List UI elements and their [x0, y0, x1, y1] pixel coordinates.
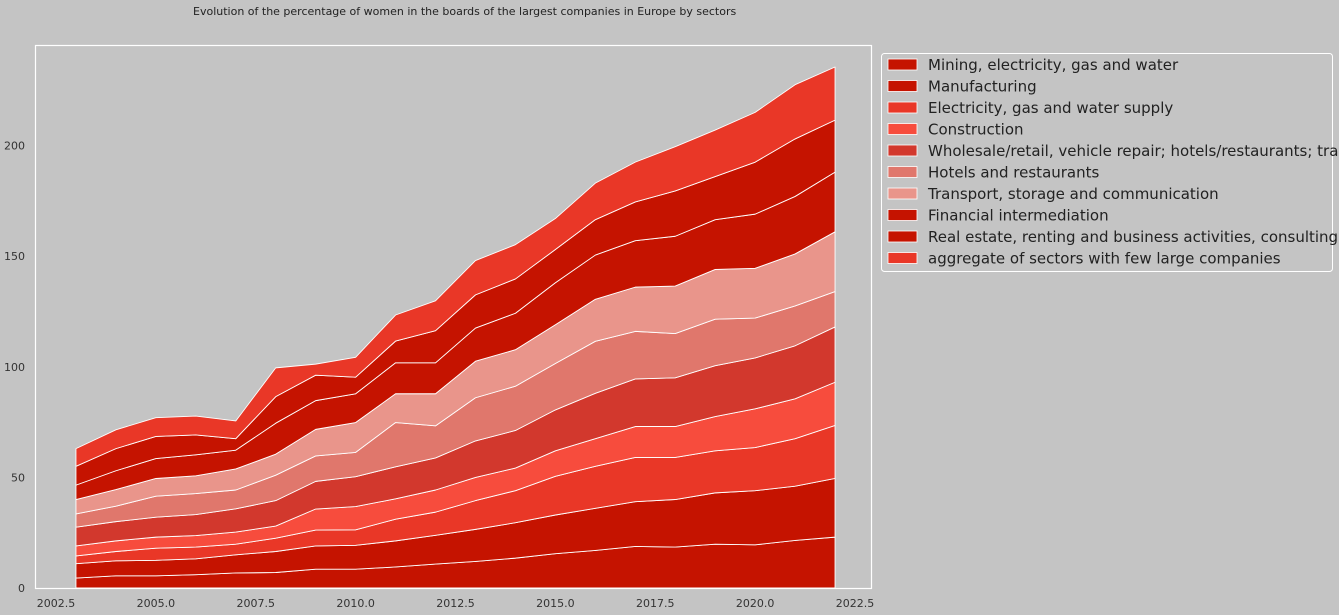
- area-series-10: [75, 66, 836, 467]
- legend-swatch: [887, 123, 918, 135]
- y-tick-label: 100: [4, 361, 25, 374]
- x-tick-label: 2002.5: [37, 597, 76, 610]
- x-tick-label: 2020.0: [736, 597, 775, 610]
- legend: Mining, electricity, gas and water Manufa…: [881, 53, 1339, 272]
- legend-swatch: [887, 80, 918, 92]
- legend-swatch: [887, 187, 918, 200]
- legend-swatch: [887, 58, 918, 71]
- x-tick-label: 2005.0: [137, 597, 176, 610]
- legend-swatch: [887, 101, 918, 114]
- x-tick-label: 2017.5: [636, 597, 675, 610]
- legend-label: aggregate of sectors with few large comp…: [928, 250, 1281, 268]
- legend-label: Transport, storage and communication: [927, 185, 1219, 203]
- y-tick-label: 0: [18, 582, 25, 595]
- x-tick-label: 2022.5: [836, 597, 875, 610]
- legend-label: Real estate, renting and business activi…: [928, 228, 1338, 246]
- legend-swatch: [887, 166, 918, 178]
- legend-box: [881, 53, 1333, 272]
- areas-layer: [75, 66, 836, 589]
- x-tick-label: 2015.0: [536, 597, 575, 610]
- legend-label: Wholesale/retail, vehicle repair; hotels…: [928, 142, 1339, 160]
- legend-swatch: [887, 230, 918, 243]
- legend-label: Mining, electricity, gas and water: [928, 56, 1179, 74]
- legend-swatch: [887, 252, 918, 264]
- y-tick-label: 200: [4, 140, 25, 153]
- x-tick-label: 2010.0: [336, 597, 375, 610]
- y-tick-label: 150: [4, 250, 25, 263]
- legend-label: Construction: [928, 121, 1024, 139]
- y-tick-label: 50: [11, 471, 25, 484]
- legend-swatch: [887, 144, 918, 157]
- legend-label: Manufacturing: [928, 78, 1037, 96]
- y-axis-ticks: 0 50 100 150 200: [4, 140, 25, 595]
- legend-label: Financial intermediation: [928, 207, 1109, 225]
- chart-title: Evolution of the percentage of women in …: [193, 5, 737, 18]
- legend-label: Electricity, gas and water supply: [928, 99, 1173, 117]
- legend-label: Hotels and restaurants: [928, 164, 1100, 182]
- x-tick-label: 2007.5: [236, 597, 275, 610]
- x-axis-ticks: 2002.5 2005.0 2007.5 2010.0 2012.5 2015.0 2017…: [37, 597, 875, 610]
- legend-swatch: [887, 209, 918, 221]
- x-tick-label: 2012.5: [436, 597, 475, 610]
